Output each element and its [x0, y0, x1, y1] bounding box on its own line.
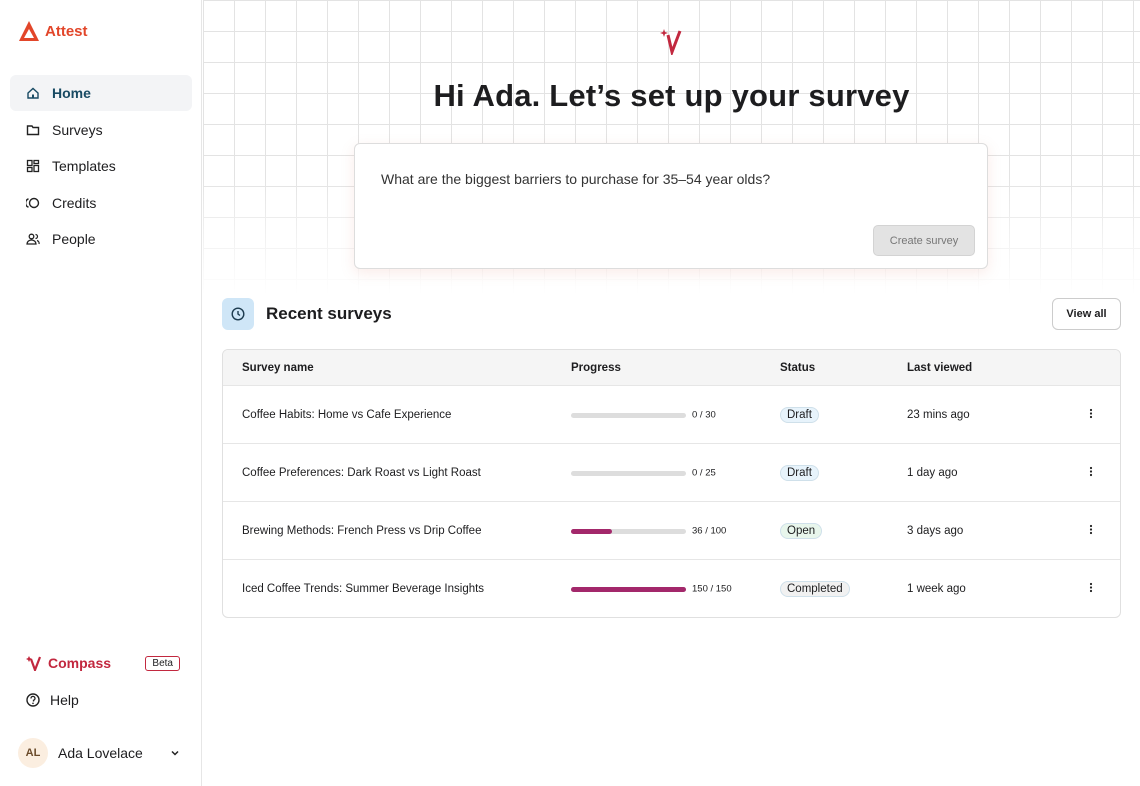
status-badge: Draft — [780, 406, 819, 423]
nav-item[interactable]: Home — [10, 75, 192, 111]
survey-row[interactable]: Coffee Preferences: Dark Roast vs Light … — [223, 443, 1120, 501]
brand-name: Attest — [45, 22, 88, 40]
progress-label: 36 / 100 — [692, 525, 727, 536]
user-menu[interactable]: AL Ada Lovelace — [18, 738, 180, 768]
help-icon — [26, 693, 40, 707]
status-badge: Draft — [780, 464, 819, 481]
column-header: Last viewed — [907, 361, 973, 374]
menu-dots — [1089, 582, 1093, 592]
create-survey-button[interactable]: Create survey — [873, 225, 975, 256]
brand[interactable]: Attest — [18, 20, 88, 42]
chevron — [171, 750, 179, 756]
nav-label: People — [52, 231, 96, 248]
progress-fill — [571, 528, 613, 534]
menu-dots — [1089, 408, 1093, 418]
menu-dots — [1089, 466, 1093, 476]
survey-name: Coffee Habits: Home vs Cafe Experience — [242, 408, 452, 421]
column-header: Survey name — [242, 361, 314, 374]
status-badge: Completed — [780, 580, 850, 597]
progress-track — [571, 412, 686, 418]
row-menu[interactable] — [1089, 465, 1093, 480]
nav-icon — [26, 233, 40, 246]
nav-label: Home — [52, 85, 91, 101]
survey-name: Iced Coffee Trends: Summer Beverage Insi… — [242, 582, 485, 595]
view-all-button[interactable]: View all — [1052, 298, 1121, 330]
last-viewed: 1 week ago — [907, 582, 966, 595]
column-header: Progress — [571, 361, 621, 374]
progress-label: 0 / 30 — [692, 409, 716, 420]
surveys-table: Survey name Progress Status Last viewed Coff… — [222, 349, 1121, 618]
nav-item[interactable]: People — [10, 221, 192, 257]
menu-dots — [1089, 524, 1093, 534]
status-badge: Open — [780, 522, 823, 539]
nav-item[interactable]: Surveys — [10, 112, 192, 148]
progress-track — [571, 528, 686, 534]
progress-track — [571, 586, 686, 592]
progress-fill — [571, 586, 686, 592]
brand-logo — [19, 21, 39, 41]
row-menu[interactable] — [1089, 581, 1093, 596]
compass-link[interactable]: Compass Beta — [26, 655, 180, 671]
nav-item[interactable]: Credits — [10, 185, 192, 221]
survey-name: Coffee Preferences: Dark Roast vs Light … — [242, 466, 481, 479]
nav-icon — [26, 197, 40, 208]
help-link[interactable]: Help — [26, 692, 79, 708]
compass-icon — [26, 656, 42, 671]
recent-header: Recent surveys View all — [222, 298, 1121, 330]
last-viewed: 3 days ago — [907, 524, 964, 537]
avatar: AL — [18, 738, 48, 768]
nav-icon — [27, 87, 39, 99]
nav-label: Templates — [52, 158, 116, 175]
sidebar: Attest Home Surveys Templates Credits People… — [0, 0, 202, 786]
survey-row[interactable]: Brewing Methods: French Press vs Drip Co… — [223, 501, 1120, 559]
nav-icon — [26, 124, 40, 135]
beta-badge: Beta — [145, 655, 180, 671]
compass-mark — [660, 29, 682, 55]
progress-label: 150 / 150 — [692, 583, 732, 594]
user-name: Ada Lovelace — [58, 745, 143, 761]
last-viewed: 23 mins ago — [907, 408, 970, 421]
nav-icon — [26, 160, 40, 173]
survey-name: Brewing Methods: French Press vs Drip Co… — [242, 524, 482, 537]
survey-row[interactable]: Iced Coffee Trends: Summer Beverage Insi… — [223, 559, 1120, 617]
main: Hi Ada. Let’s set up your survey What ar… — [203, 0, 1140, 786]
help-label: Help — [50, 692, 79, 708]
column-header: Status — [780, 361, 816, 374]
compass-label: Compass — [48, 655, 112, 671]
clock-icon — [222, 298, 254, 330]
recent-title: Recent surveys — [266, 304, 392, 323]
heading: Hi Ada. Let’s set up your survey — [433, 78, 910, 113]
nav-label: Surveys — [52, 121, 103, 138]
survey-row[interactable]: Coffee Habits: Home vs Cafe Experience 0 … — [223, 385, 1120, 443]
progress-track — [571, 470, 686, 476]
nav-label: Credits — [52, 194, 97, 211]
nav: Home Surveys Templates Credits People — [10, 75, 192, 258]
progress-label: 0 / 25 — [692, 467, 716, 478]
row-menu[interactable] — [1089, 523, 1093, 538]
prompt-input[interactable]: What are the biggest barriers to purchas… — [381, 171, 771, 187]
row-menu[interactable] — [1089, 407, 1093, 422]
nav-item[interactable]: Templates — [10, 148, 192, 184]
last-viewed: 1 day ago — [907, 466, 958, 479]
clock-glyph — [231, 307, 245, 321]
table-header: Survey name Progress Status Last viewed — [223, 350, 1120, 385]
prompt-card: What are the biggest barriers to purchas… — [354, 143, 988, 269]
